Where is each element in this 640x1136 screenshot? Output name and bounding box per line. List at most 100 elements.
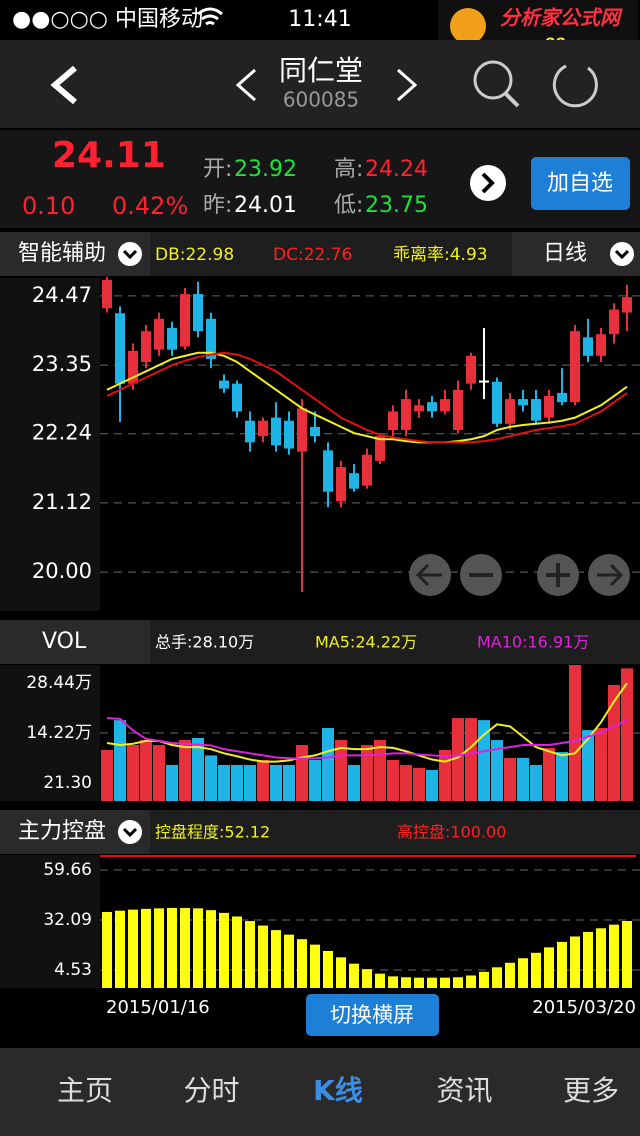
control-bar [284, 934, 294, 988]
search-button[interactable] [473, 60, 520, 108]
period: 日线 [543, 241, 587, 266]
control-bar [349, 963, 359, 988]
volume-bar [192, 737, 204, 801]
y-tick-label: 22.24 [32, 421, 92, 445]
candle-body [622, 297, 632, 313]
price-axis-bg [0, 278, 100, 611]
candle-body [284, 420, 294, 449]
volume-bar [348, 764, 360, 801]
volume-bar [218, 764, 230, 801]
nav-bar [0, 40, 640, 128]
volume-bar [231, 764, 243, 801]
high-label: 高: [334, 157, 363, 182]
volume-bar [621, 668, 633, 801]
volume-bar [140, 740, 152, 801]
scroll-left[interactable] [409, 554, 451, 596]
volume-bar [374, 740, 386, 801]
low-label: 低: [334, 193, 363, 218]
control-bar [232, 916, 242, 988]
control-bar [414, 977, 424, 988]
ma-line [106, 351, 628, 444]
control-bar [336, 957, 346, 988]
candle-body [115, 313, 125, 384]
candle-body [544, 396, 554, 418]
y-tick-label: 23.35 [32, 352, 92, 376]
control-bar [453, 977, 463, 988]
vol-ma5: MA5:24.22万 [315, 633, 417, 652]
period-chevron[interactable] [610, 242, 634, 266]
candle-body [583, 337, 593, 356]
control-bar [271, 930, 281, 988]
next-stock[interactable] [397, 68, 418, 102]
indicator-name: 智能辅助 [18, 241, 106, 266]
volume-bar [582, 730, 594, 801]
ma-line [106, 717, 628, 760]
last-price: 24.11 [52, 135, 166, 176]
control-bar [154, 908, 164, 988]
vol-total: 总手:28.10万 [155, 633, 254, 652]
volume-bar [400, 764, 412, 801]
volume-bar [101, 750, 113, 801]
tab-bar [0, 1048, 640, 1136]
volume-bar [179, 740, 191, 801]
tab[interactable]: 资讯 [436, 1074, 492, 1107]
control-bar [596, 928, 606, 988]
control-high: 高控盘:100.00 [397, 823, 506, 842]
rotate-button[interactable]: 切换横屏 [330, 1003, 414, 1027]
add-button-bg[interactable] [531, 157, 630, 210]
candle-body [141, 331, 151, 363]
control-bar [609, 924, 619, 988]
open-label: 开: [203, 157, 232, 182]
volume-bar [517, 757, 529, 801]
tab[interactable]: 分时 [183, 1074, 239, 1107]
refresh-button[interactable] [552, 64, 598, 108]
ma-line [106, 682, 628, 763]
tab[interactable]: 更多 [563, 1074, 619, 1107]
tab[interactable]: K线 [313, 1074, 363, 1107]
control-bar [297, 939, 307, 988]
candle-body [258, 420, 268, 437]
carrier: ●●○○○ 中国移动 [12, 7, 203, 32]
indicator-chevron[interactable] [118, 242, 142, 266]
volume-bar [257, 759, 269, 801]
candle-body [271, 417, 281, 446]
prev-value: 24.01 [234, 193, 297, 218]
candle-body [505, 399, 515, 424]
control-chevron[interactable] [118, 820, 142, 844]
volume-bar [491, 740, 503, 801]
candle-body [102, 279, 112, 309]
back-button[interactable] [50, 65, 77, 105]
control-bar [505, 962, 515, 988]
control-bar [206, 910, 216, 988]
tab[interactable]: 主页 [57, 1074, 113, 1107]
control-bar [141, 908, 151, 988]
rotate-button-bg[interactable] [306, 994, 439, 1036]
volume-bar [270, 764, 282, 801]
scroll-right[interactable] [588, 554, 630, 596]
candle-body [323, 450, 333, 492]
prev-stock[interactable] [235, 68, 256, 102]
candle-body [362, 454, 372, 486]
dc-value: DC:22.76 [273, 245, 352, 265]
candle-body [492, 381, 502, 424]
vol-title: VOL [42, 629, 87, 654]
volume-bar [426, 769, 438, 801]
add-button[interactable]: 加自选 [547, 171, 613, 196]
candle-body [180, 294, 190, 347]
zoom-out[interactable] [460, 554, 502, 596]
zoom-in[interactable] [537, 554, 579, 596]
watermark-name: 分析家公式网 [500, 6, 623, 30]
candle-body [453, 389, 463, 430]
detail-button[interactable] [470, 165, 506, 201]
volume-bar [166, 764, 178, 801]
volume-bar [608, 684, 620, 801]
y-tick-label: 28.44万 [26, 673, 92, 693]
bias-value: 乖离率:4.93 [393, 245, 488, 265]
y-tick-label: 14.22万 [26, 723, 92, 743]
candle-body [154, 318, 164, 350]
volume-bar [387, 759, 399, 801]
control-bar [518, 958, 528, 988]
control-bar [427, 977, 437, 988]
control-axis-bg [0, 855, 100, 988]
